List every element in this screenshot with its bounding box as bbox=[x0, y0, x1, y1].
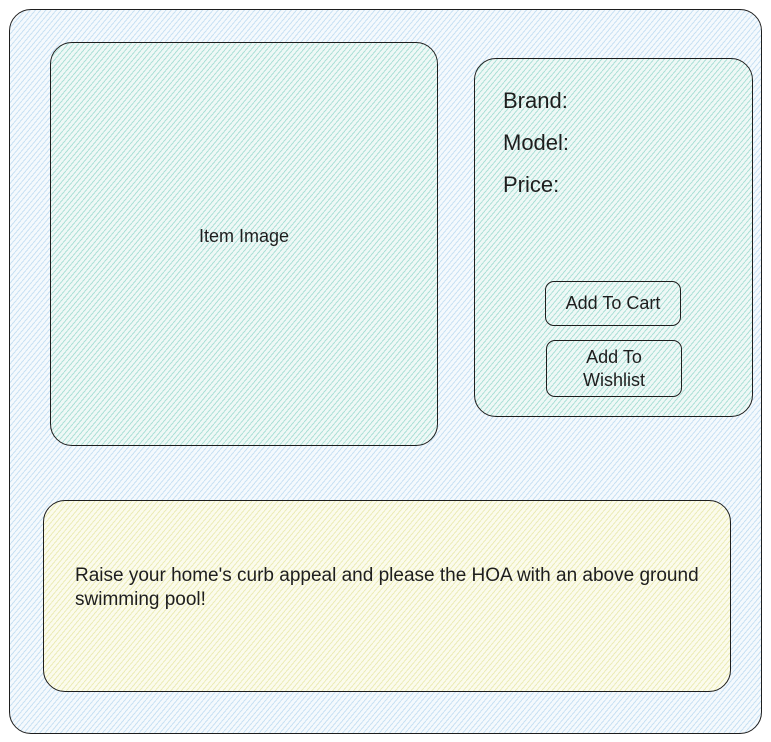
model-label: Model: bbox=[503, 130, 570, 155]
add-to-cart-button[interactable]: Add To Cart bbox=[545, 281, 681, 326]
product-info-panel: Brand: Model: Price: Add To Cart Add To … bbox=[474, 58, 753, 417]
product-description-box: Raise your home's curb appeal and please… bbox=[43, 500, 731, 692]
add-to-wishlist-button[interactable]: Add To Wishlist bbox=[546, 340, 682, 397]
product-description-text: Raise your home's curb appeal and please… bbox=[75, 565, 699, 610]
item-image-placeholder: Item Image bbox=[50, 42, 438, 446]
brand-label: Brand: bbox=[503, 88, 568, 113]
price-label: Price: bbox=[503, 172, 560, 197]
item-image-label: Item Image bbox=[198, 225, 290, 246]
